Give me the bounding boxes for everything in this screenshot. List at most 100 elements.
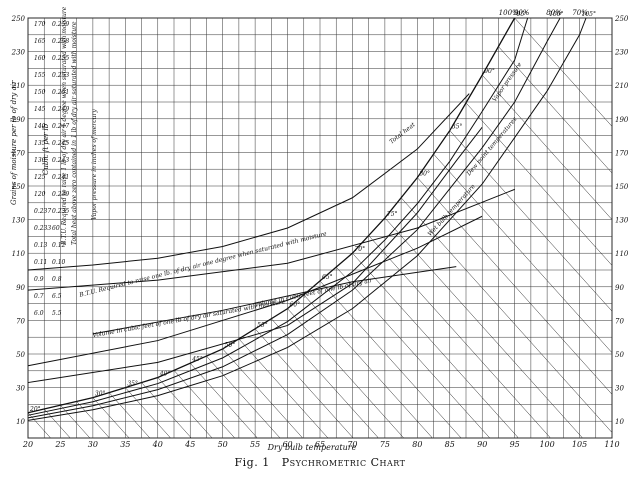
left-scale-label-btu: B.T.U. Required to raise 1 lb of dry air… [61, 6, 68, 246]
x-tick-label: 90 [477, 440, 487, 449]
wet-bulb-line [465, 102, 613, 266]
left-scale-label-cubic-ft: Cubic ft per lb [42, 123, 50, 175]
wet-bulb-label: 75° [387, 211, 398, 218]
y-tick-label-left: 70 [16, 317, 25, 325]
left-scale-value: 145 [34, 106, 46, 113]
series-line [27, 17, 529, 416]
left-scale-value: 5.5 [52, 310, 62, 317]
y-tick-label-right: 50 [615, 351, 624, 359]
series-line [27, 17, 561, 419]
y-tick-label-right: 230 [614, 49, 629, 57]
curve-label: Volume in cubic feet of one lb of dry ai… [254, 277, 374, 309]
y-axis-right: 10 30 50 70 90 110 130 150 170 190 210 230 250 [614, 15, 629, 426]
left-scale-value: 0.255 [52, 55, 69, 62]
y-tick-label-left: 90 [16, 284, 25, 292]
wet-bulb-line [433, 153, 613, 353]
wet-bulb-label: 65° [322, 274, 333, 281]
left-scale-value: 170 [34, 21, 46, 28]
left-scale-value: 140 [34, 123, 46, 130]
left-scale-value: 0.235 [52, 208, 69, 215]
x-tick-label: 70 [347, 440, 357, 449]
y-tick-label-left: 110 [12, 250, 26, 258]
y-axis-left: 10 30 50 70 90 110 130 150 170 190 210 230 250 [11, 15, 26, 426]
x-tick-label: 50 [218, 440, 228, 449]
figure-label: Fig. 1 [234, 456, 270, 469]
wet-bulb-line [400, 197, 613, 433]
x-tick-label: 35 [120, 440, 130, 449]
left-scale-value: 0.243 [52, 157, 69, 164]
left-scales: 170 0.259 165 0.258 160 0.255 155 0.253 150 0.251… [34, 21, 69, 317]
x-tick-label: 55 [250, 440, 260, 449]
y-tick-label-right: 30 [615, 385, 624, 393]
left-scale-value: 0.13 [34, 242, 48, 249]
x-tick-label: 40 [152, 440, 163, 449]
left-scale-value: 0.245 [52, 140, 69, 147]
wet-bulb-lines: 20° 30° 35° 40° 45° 50° 55° 60° 65° 70° 75° 80° 85° 9… [27, 11, 613, 439]
y-tick-label-left: 230 [11, 49, 26, 57]
left-scale-value: 125 [34, 174, 46, 181]
wet-bulb-line [336, 266, 490, 439]
wet-bulb-line [222, 348, 303, 439]
wet-bulb-line [482, 74, 613, 220]
wet-bulb-line [514, 17, 613, 127]
wet-bulb-line [271, 318, 379, 439]
x-tick-label: 85 [445, 440, 455, 449]
wet-bulb-line [157, 377, 213, 439]
left-scale-value: 6.0 [34, 310, 44, 317]
y-tick-label-left: 250 [11, 15, 26, 23]
wet-bulb-line [254, 328, 354, 439]
wet-bulb-line [449, 130, 613, 312]
y-tick-label-left: 150 [12, 183, 26, 191]
wet-bulb-label: 90° [484, 68, 495, 75]
left-scale-value: 135 [34, 140, 46, 147]
left-scale-value: 150 [34, 89, 46, 96]
wet-bulb-line [190, 363, 258, 439]
left-scale-value: 0.8 [52, 276, 62, 283]
x-tick-label: 45 [184, 440, 195, 449]
rh-label: 100% [499, 9, 519, 17]
left-scale-value: 6.5 [52, 293, 62, 300]
x-tick-label: 75 [380, 440, 390, 449]
left-scale-value: 0.241 [52, 174, 69, 181]
wet-bulb-label: 20° [29, 406, 41, 413]
left-scale-value: 0.237 [34, 208, 51, 215]
wet-bulb-line [417, 177, 613, 395]
wet-bulb-label: 70° [354, 246, 365, 253]
x-tick-label: 100 [539, 440, 554, 449]
wet-bulb-label: 100° [549, 11, 563, 18]
wet-bulb-label: 45° [191, 356, 203, 363]
left-scale-value: 0.251 [52, 89, 69, 96]
series-line [27, 188, 515, 291]
x-axis: 20 25 30 35 40 45 50 55 60 65 70 75 80 85 90 95 100 105 11… [22, 440, 620, 449]
wet-bulb-line [352, 253, 519, 439]
wet-bulb-line [92, 397, 130, 439]
rh-label: 70% [572, 9, 588, 17]
wet-bulb-label: 30° [95, 391, 106, 398]
figure-caption: Fig. 1 Psychrometric Chart [0, 456, 640, 469]
y-tick-label-left: 10 [16, 418, 25, 426]
left-scale-value: 130 [34, 157, 46, 164]
wet-bulb-label: 80° [419, 171, 430, 178]
wet-bulb-line [76, 401, 110, 439]
wet-bulb-label: 55° [257, 322, 268, 329]
x-tick-label: 110 [604, 440, 619, 449]
y-tick-label-right: 250 [614, 15, 629, 23]
x-axis-label: Dry bulb temperature [267, 443, 357, 452]
wet-bulb-line [368, 235, 551, 439]
wet-bulb-line [27, 412, 51, 439]
left-scale-value: 0.253 [52, 72, 69, 79]
left-scale-label-vapor-pressure: Vapor pressure in inches of mercury [91, 109, 98, 220]
series-line [27, 17, 587, 421]
wet-bulb-label: 95° [517, 11, 528, 18]
left-scale-value: 0.9 [34, 276, 44, 283]
y-tick-label-right: 110 [615, 250, 629, 258]
y-tick-label-left: 170 [12, 149, 26, 157]
chart-grid [27, 17, 613, 439]
y-tick-label-right: 170 [615, 149, 629, 157]
y-tick-label-left: 130 [12, 217, 26, 225]
left-scale-value: 60 [52, 225, 60, 232]
left-scale-value: 0.259 [52, 21, 69, 28]
series-line [27, 93, 470, 271]
left-scale-value: 120 [34, 191, 46, 198]
